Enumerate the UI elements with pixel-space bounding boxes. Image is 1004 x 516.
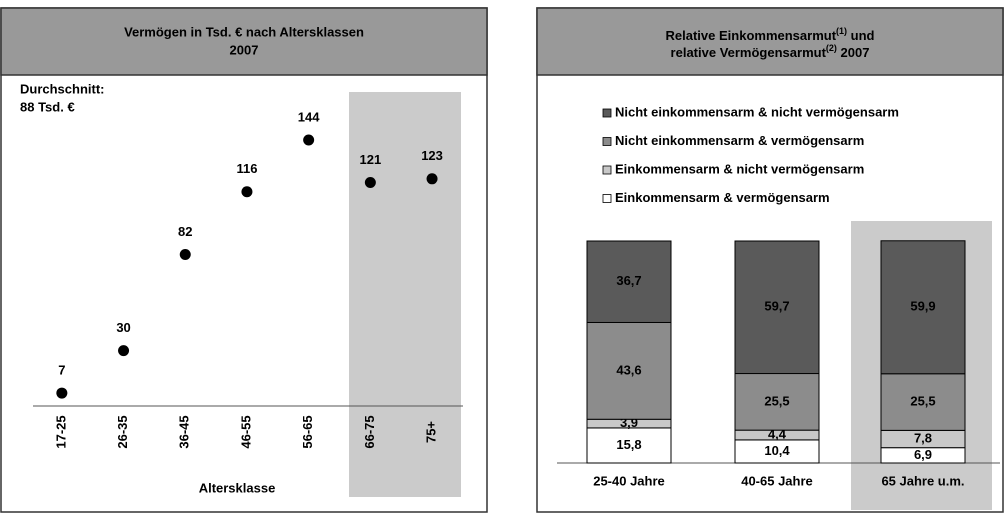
- data-label: 7,8: [914, 430, 932, 445]
- legend-swatch: [602, 108, 612, 118]
- data-label: 10,4: [764, 443, 790, 458]
- data-label: 25,5: [764, 393, 789, 408]
- data-label: 15,8: [616, 437, 641, 452]
- chart-title: Vermögen in Tsd. € nach Altersklassen: [124, 24, 364, 39]
- annotation: Durchschnitt:: [20, 81, 105, 96]
- data-label: 7: [58, 363, 65, 378]
- chart-title: relative Vermögensarmut(2) 2007: [671, 43, 870, 60]
- x-tick-label: 56-65: [300, 415, 315, 448]
- right-header: [536, 7, 1004, 76]
- x-tick-label: 26-35: [115, 415, 130, 448]
- title-part: relative Vermögensarmut: [671, 45, 827, 60]
- legend-swatch: [602, 194, 612, 203]
- bar-segment: [734, 240, 820, 375]
- data-label: 30: [116, 320, 130, 335]
- title-part: und: [847, 28, 874, 43]
- superscript: (2): [826, 43, 837, 53]
- bar-segment: [586, 240, 672, 323]
- bar-segment: [734, 373, 820, 431]
- data-label: 123: [421, 148, 443, 163]
- chart-title: 2007: [230, 42, 259, 57]
- x-tick-label: 17-25: [53, 415, 68, 448]
- bar-segment: [586, 321, 672, 420]
- legend-label: Einkommensarm & nicht vermögensarm: [615, 161, 864, 176]
- title-part: 2007: [837, 45, 870, 60]
- x-tick-label: 25-40 Jahre: [593, 473, 665, 488]
- legend-label: Nicht einkommensarm & vermögensarm: [615, 133, 864, 148]
- legend-label: Nicht einkommensarm & nicht vermögensarm: [615, 104, 899, 119]
- legend-label: Einkommensarm & vermögensarm: [615, 190, 830, 205]
- x-tick-label: 66-75: [362, 415, 377, 448]
- annotation: 88 Tsd. €: [20, 99, 75, 114]
- bar-segment: [880, 240, 966, 375]
- dot: [179, 249, 191, 261]
- chart-title: Relative Einkommensarmut(1) und: [666, 26, 875, 43]
- dot: [56, 387, 68, 399]
- highlight-area: [349, 92, 461, 497]
- superscript: (1): [836, 26, 847, 36]
- data-label: 116: [236, 161, 257, 176]
- data-label: 59,9: [910, 299, 935, 314]
- dot: [118, 345, 130, 357]
- data-label: 121: [359, 152, 381, 167]
- data-label: 144: [298, 109, 320, 124]
- x-tick-label: 46-55: [238, 415, 253, 448]
- data-label: 43,6: [616, 362, 641, 377]
- dot: [426, 173, 438, 185]
- bar-segment: [586, 427, 672, 464]
- x-axis-label: Altersklasse: [199, 480, 276, 495]
- x-tick-label: 75+: [423, 421, 438, 443]
- data-label: 82: [178, 224, 192, 239]
- left-header: [0, 7, 488, 76]
- x-tick-label: 36-45: [177, 415, 192, 448]
- dot: [241, 186, 253, 198]
- data-label: 25,5: [910, 393, 935, 408]
- legend-swatch: [602, 165, 612, 175]
- data-label: 6,9: [914, 447, 932, 462]
- legend-swatch: [602, 137, 612, 146]
- data-label: 36,7: [616, 273, 641, 288]
- x-tick-label: 65 Jahre u.m.: [881, 473, 964, 488]
- dot: [364, 177, 376, 189]
- dot: [303, 134, 315, 146]
- data-label: 59,7: [764, 299, 789, 314]
- title-part: Relative Einkommensarmut: [666, 28, 837, 43]
- x-tick-label: 40-65 Jahre: [741, 473, 813, 488]
